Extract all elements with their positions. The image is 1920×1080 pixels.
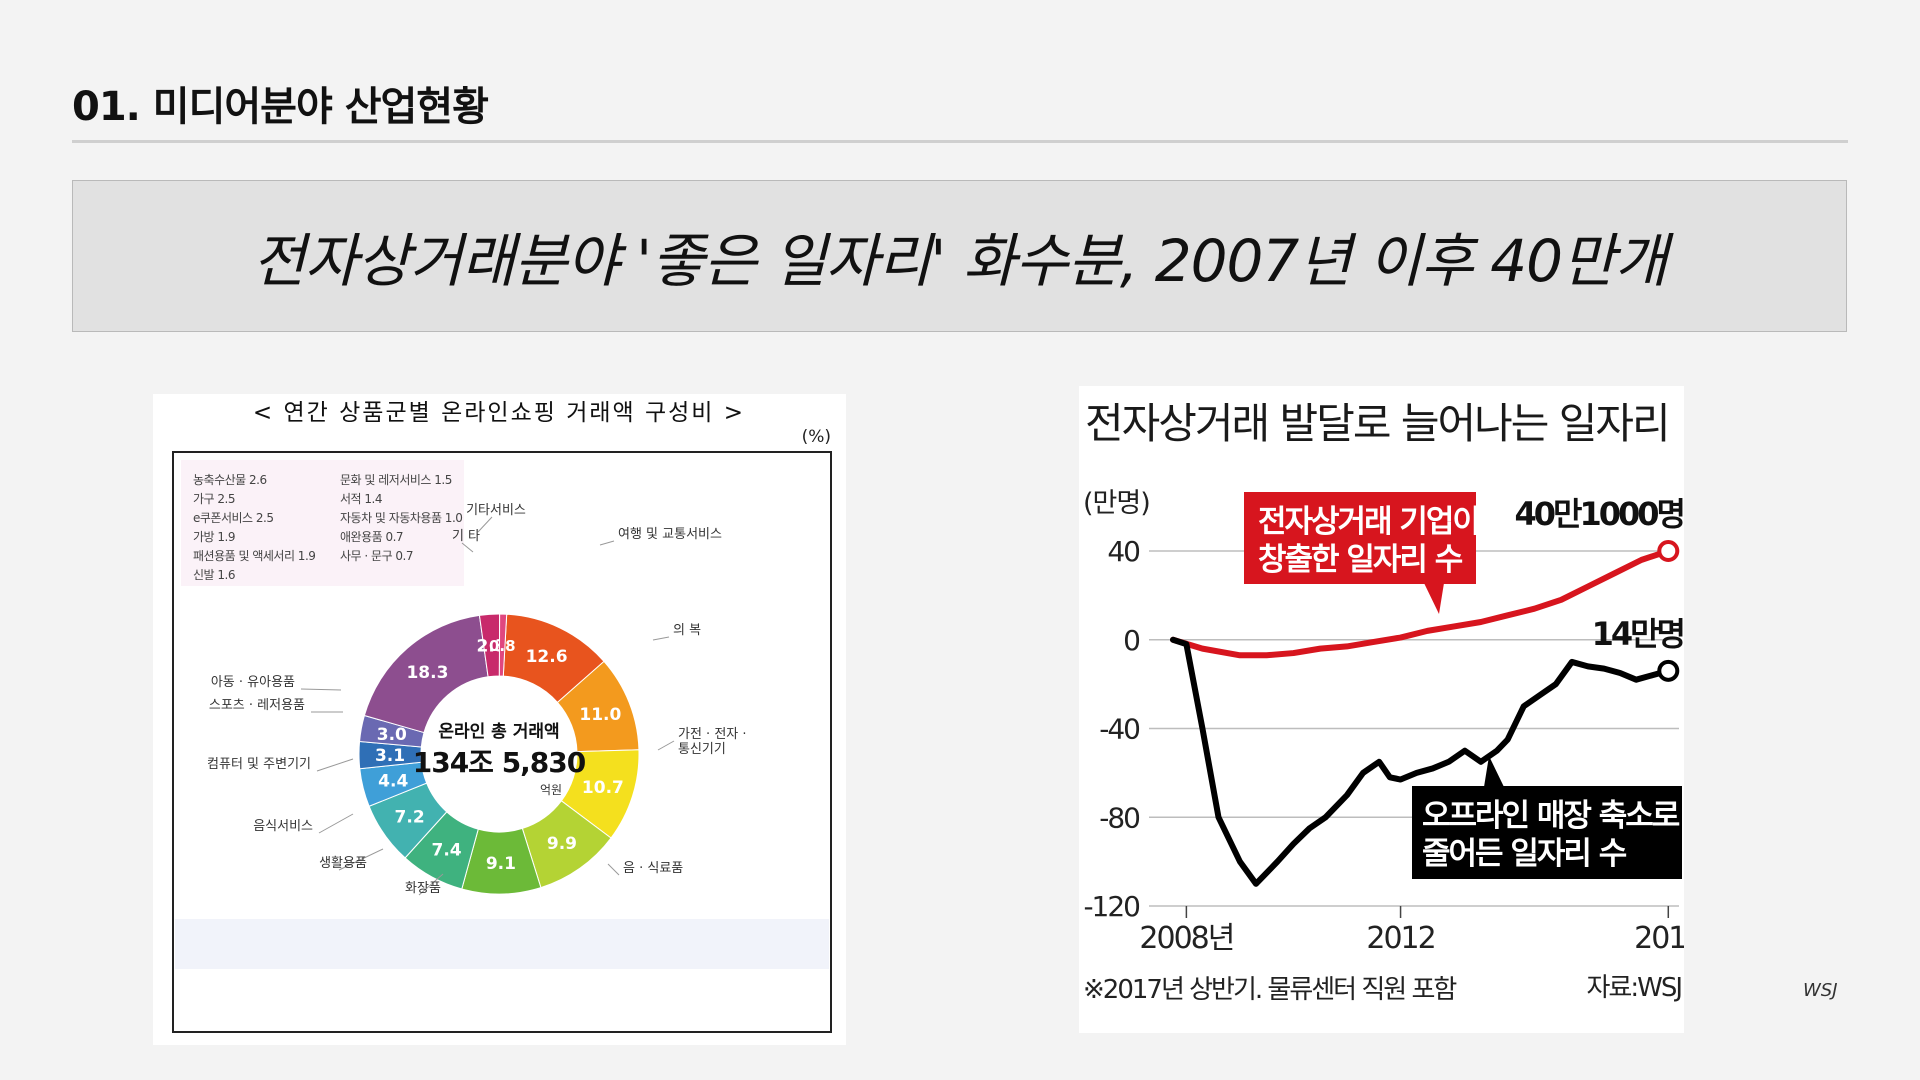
donut-leader-line — [300, 688, 342, 691]
donut-leader-line — [657, 740, 675, 751]
donut-chart-title: < 연간 상품군별 온라인쇼핑 거래액 구성비 > — [253, 400, 745, 426]
donut-center-label: 온라인 총 거래액 — [438, 722, 559, 742]
series-end-label: 14만명 — [1592, 615, 1684, 653]
donut-slice-value: 4.4 — [378, 771, 408, 791]
donut-center-unit: 억원 — [540, 783, 562, 797]
donut-slice-label: 컴퓨터 및 주변기기 — [207, 757, 311, 772]
y-axis-unit: (만명) — [1083, 488, 1150, 519]
legend-entry: 패션용품 및 액세서리 1.9 — [193, 549, 315, 563]
slide-title: 01. 미디어분야 산업현황 — [72, 84, 489, 130]
donut-leader-line — [418, 873, 444, 896]
donut-slice-value: 12.6 — [526, 647, 568, 667]
legend-entry: 가방 1.9 — [193, 530, 235, 544]
donut-slice-value: 3.0 — [377, 725, 407, 745]
donut-slice-label: 가전 · 전자 · — [678, 727, 747, 742]
legend-entry: 신발 1.6 — [193, 568, 235, 582]
donut-slice-label: 통신기기 — [678, 742, 726, 757]
donut-leader-line — [599, 540, 615, 546]
red-callout-line-2: 창출한 일자리 수 — [1258, 542, 1463, 578]
line-chart-source: 자료:WSJ — [1587, 973, 1682, 1003]
donut-slice-value: 0.8 — [489, 637, 516, 655]
donut-leader-line — [652, 636, 670, 641]
floor-shade — [175, 919, 829, 969]
x-tick-label: 2012 — [1366, 921, 1434, 956]
donut-slice-label: 기 타 — [452, 529, 480, 544]
line-chart-panel: 전자상거래 발달로 늘어나는 일자리 (만명) 40 0 -40 -80 -120 200… — [1079, 386, 1704, 1033]
y-tick-label: -80 — [1099, 801, 1139, 834]
offline-jobs-line — [1170, 636, 1672, 887]
donut-slice-label: 음식서비스 — [253, 819, 313, 834]
series-end-marker — [1657, 540, 1680, 562]
black-callout-pointer — [1484, 756, 1504, 787]
donut-slice — [498, 613, 508, 677]
donut-slice-label: 여행 및 교통서비스 — [618, 526, 722, 542]
legend-entry: e쿠폰서비스 2.5 — [193, 511, 273, 525]
ecommerce-jobs-line — [1170, 548, 1672, 659]
donut-slice-value: 3.1 — [375, 746, 405, 766]
donut-leader-line — [338, 848, 384, 871]
headline-box: 전자상거래분야 '좋은 일자리' 화수분, 2007년 이후 40만개 — [72, 180, 1847, 332]
source-note: WSJ — [1803, 980, 1838, 1001]
donut-slice-label: 의 복 — [673, 623, 701, 638]
donut-leader-line — [461, 542, 474, 553]
legend-entry: 애완용품 0.7 — [340, 530, 403, 544]
donut-slice-value: 11.0 — [579, 705, 621, 725]
x-tick-label: 2008년 — [1139, 921, 1233, 956]
legend-entry: 농축수산물 2.6 — [193, 473, 267, 487]
legend-entry: 가구 2.5 — [193, 492, 235, 506]
donut-slice-label: 생활용품 — [319, 856, 367, 871]
line-chart-footnote: ※2017년 상반기. 물류센터 직원 포함 — [1083, 975, 1456, 1005]
legend-entry: 사무 · 문구 0.7 — [340, 549, 413, 563]
legend-entry: 문화 및 레저서비스 1.5 — [340, 473, 452, 487]
donut-center-value: 134조 5,830 — [413, 746, 586, 779]
series-end-label: 40만1000명 — [1515, 495, 1684, 533]
line-chart-title: 전자상거래 발달로 늘어나는 일자리 — [1085, 399, 1669, 448]
donut-slice-value: 9.9 — [547, 834, 577, 854]
donut-slice-label: 음 · 식료품 — [623, 861, 683, 876]
minor-categories-legend: 농축수산물 2.6 가구 2.5 e쿠폰서비스 2.5 가방 1.9 패션용품 및 액세… — [193, 473, 463, 582]
legend-box — [181, 460, 464, 586]
series-end-marker — [1657, 659, 1680, 682]
black-callout-box — [1412, 786, 1682, 879]
donut-slice-value: 9.1 — [486, 854, 516, 874]
black-callout-line-1: 오프라인 매장 축소로 — [1422, 798, 1680, 834]
x-tick-label: 2017 — [1634, 921, 1684, 956]
y-tick-label: 40 — [1107, 535, 1139, 568]
headline-text: 전자상거래분야 '좋은 일자리' 화수분, 2007년 이후 40만개 — [252, 227, 1668, 295]
donut-leader-line — [607, 863, 620, 876]
red-callout-pointer — [1424, 583, 1444, 614]
y-tick-label: -40 — [1099, 713, 1139, 746]
donut-slice-value: 18.3 — [406, 663, 448, 683]
donut-slice-label: 화장품 — [405, 881, 441, 896]
donut-slice-value: 7.2 — [395, 807, 425, 827]
black-callout-line-2: 줄어든 일자리 수 — [1422, 836, 1627, 872]
line-chart: 전자상거래 발달로 늘어나는 일자리 (만명) 40 0 -40 -80 -120200… — [1083, 399, 1704, 1005]
donut-chart: < 연간 상품군별 온라인쇼핑 거래액 구성비 > (%) 농축수산물 2.6 가… — [172, 400, 832, 1033]
title-divider — [72, 140, 1848, 143]
legend-entry: 자동차 및 자동차용품 1.0 — [340, 511, 462, 525]
donut-leader-line — [316, 758, 354, 772]
y-tick-label: -120 — [1083, 890, 1139, 923]
donut-unit-label: (%) — [802, 427, 831, 447]
legend-entry: 서적 1.4 — [340, 492, 382, 506]
donut-chart-panel: < 연간 상품군별 온라인쇼핑 거래액 구성비 > (%) 농축수산물 2.6 가… — [153, 394, 846, 1045]
y-tick-label: 0 — [1123, 624, 1139, 657]
donut-slice-value: 7.4 — [431, 841, 461, 861]
donut-slice-label: 아동 · 유아용품 — [211, 675, 295, 690]
donut-slice-label: 스포츠 · 레저용품 — [209, 698, 305, 713]
red-callout-line-1: 전자상거래 기업이 — [1258, 504, 1479, 540]
donut-chart-frame — [172, 451, 832, 1033]
donut-leader-line — [318, 813, 354, 834]
red-callout-box — [1244, 492, 1476, 584]
donut-slice-label: 기타서비스 — [466, 503, 526, 518]
donut-leader-line — [477, 516, 493, 533]
donut-slice-value: 10.7 — [582, 778, 624, 798]
